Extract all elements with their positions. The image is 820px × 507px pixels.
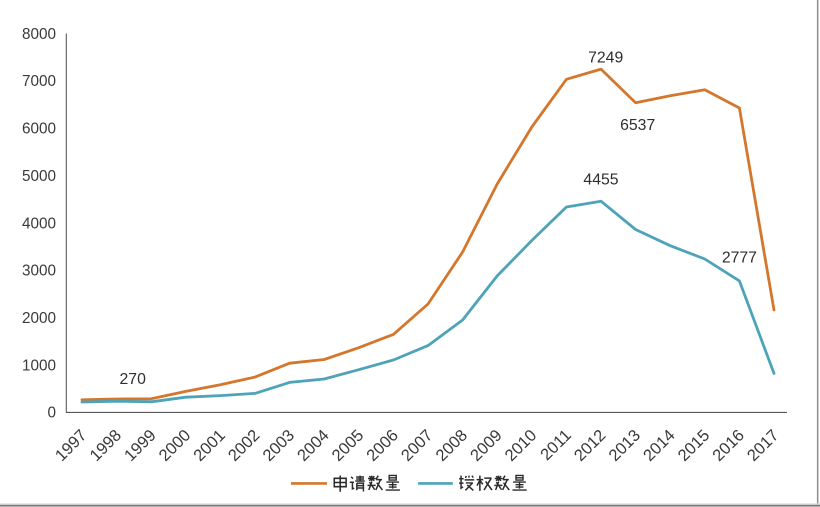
svg-text:2011: 2011 xyxy=(537,426,575,464)
svg-text:0: 0 xyxy=(47,405,56,422)
svg-text:7000: 7000 xyxy=(22,73,56,90)
svg-text:2000: 2000 xyxy=(22,310,56,327)
svg-text:2008: 2008 xyxy=(432,426,471,465)
svg-text:1997: 1997 xyxy=(52,426,91,465)
svg-text:2017: 2017 xyxy=(744,426,783,465)
svg-text:4455: 4455 xyxy=(583,171,618,188)
svg-text:3000: 3000 xyxy=(22,263,56,280)
svg-text:2010: 2010 xyxy=(502,426,541,465)
svg-text:2002: 2002 xyxy=(225,426,264,465)
svg-text:2003: 2003 xyxy=(259,426,298,465)
svg-text:2014: 2014 xyxy=(640,426,679,465)
svg-text:5000: 5000 xyxy=(22,168,56,185)
svg-text:2777: 2777 xyxy=(722,250,757,267)
svg-text:1999: 1999 xyxy=(121,426,160,465)
svg-text:2015: 2015 xyxy=(675,426,714,465)
svg-text:270: 270 xyxy=(120,371,147,388)
svg-text:2007: 2007 xyxy=(398,426,437,465)
svg-text:7249: 7249 xyxy=(588,50,623,67)
svg-text:6537: 6537 xyxy=(620,117,655,134)
svg-text:2004: 2004 xyxy=(294,426,333,465)
svg-text:1000: 1000 xyxy=(22,357,56,374)
svg-text:2001: 2001 xyxy=(190,426,229,465)
svg-text:2006: 2006 xyxy=(363,426,402,465)
svg-text:2009: 2009 xyxy=(467,426,506,465)
svg-text:2013: 2013 xyxy=(605,426,644,465)
svg-text:6000: 6000 xyxy=(22,121,56,138)
svg-text:4000: 4000 xyxy=(22,215,56,232)
svg-text:2005: 2005 xyxy=(329,426,368,465)
svg-text:1998: 1998 xyxy=(86,426,125,465)
svg-text:8000: 8000 xyxy=(22,26,56,43)
svg-text:2016: 2016 xyxy=(709,426,748,465)
svg-text:2000: 2000 xyxy=(156,426,195,465)
svg-text:2012: 2012 xyxy=(571,426,610,465)
